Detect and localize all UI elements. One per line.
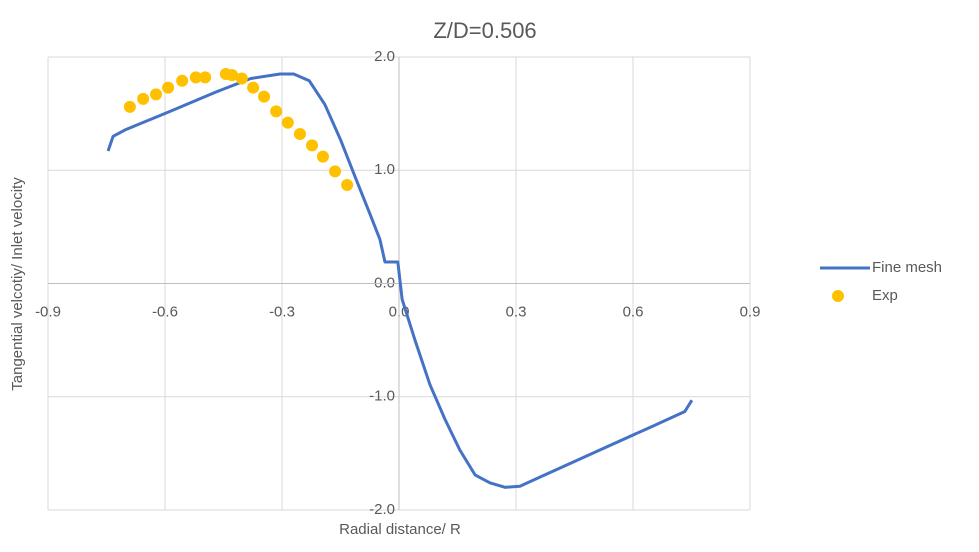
x-tick-label: -0.9: [35, 303, 61, 320]
x-tick-label: 0.9: [740, 303, 761, 320]
y-axis-title: Tangential velcotiy/ Inlet velocity: [9, 177, 26, 391]
data-point: [270, 105, 283, 118]
y-tick-label: 1.0: [374, 161, 395, 178]
data-point: [316, 150, 329, 163]
legend-label: Exp: [872, 287, 898, 304]
y-tick-label: -2.0: [369, 501, 395, 518]
data-point: [189, 71, 202, 84]
data-point: [281, 116, 294, 129]
x-tick-label: 0.6: [623, 303, 644, 320]
data-point: [235, 72, 248, 85]
data-point: [293, 128, 306, 141]
data-point: [162, 81, 175, 94]
x-axis-title: Radial distance/ R: [339, 521, 461, 538]
y-tick-label: -1.0: [369, 388, 395, 405]
data-point: [329, 165, 342, 178]
data-line: [106, 72, 694, 489]
data-point: [199, 71, 212, 84]
x-tick-label: -0.6: [152, 303, 178, 320]
legend-label: Fine mesh: [872, 259, 942, 276]
data-point: [247, 81, 260, 94]
chart-title: Z/D=0.506: [433, 18, 536, 43]
data-point: [176, 74, 189, 87]
data-point: [123, 100, 136, 113]
data-point: [258, 90, 271, 103]
y-tick-label: 2.0: [374, 48, 395, 65]
legend-marker: [832, 290, 844, 302]
data-point: [306, 139, 319, 152]
data-point: [137, 92, 150, 105]
y-tick-label: 0.0: [374, 274, 395, 291]
x-tick-label: 0.3: [506, 303, 527, 320]
x-tick-label: -0.3: [269, 303, 295, 320]
data-point: [341, 178, 354, 191]
data-point: [226, 69, 239, 82]
data-point: [150, 88, 163, 101]
